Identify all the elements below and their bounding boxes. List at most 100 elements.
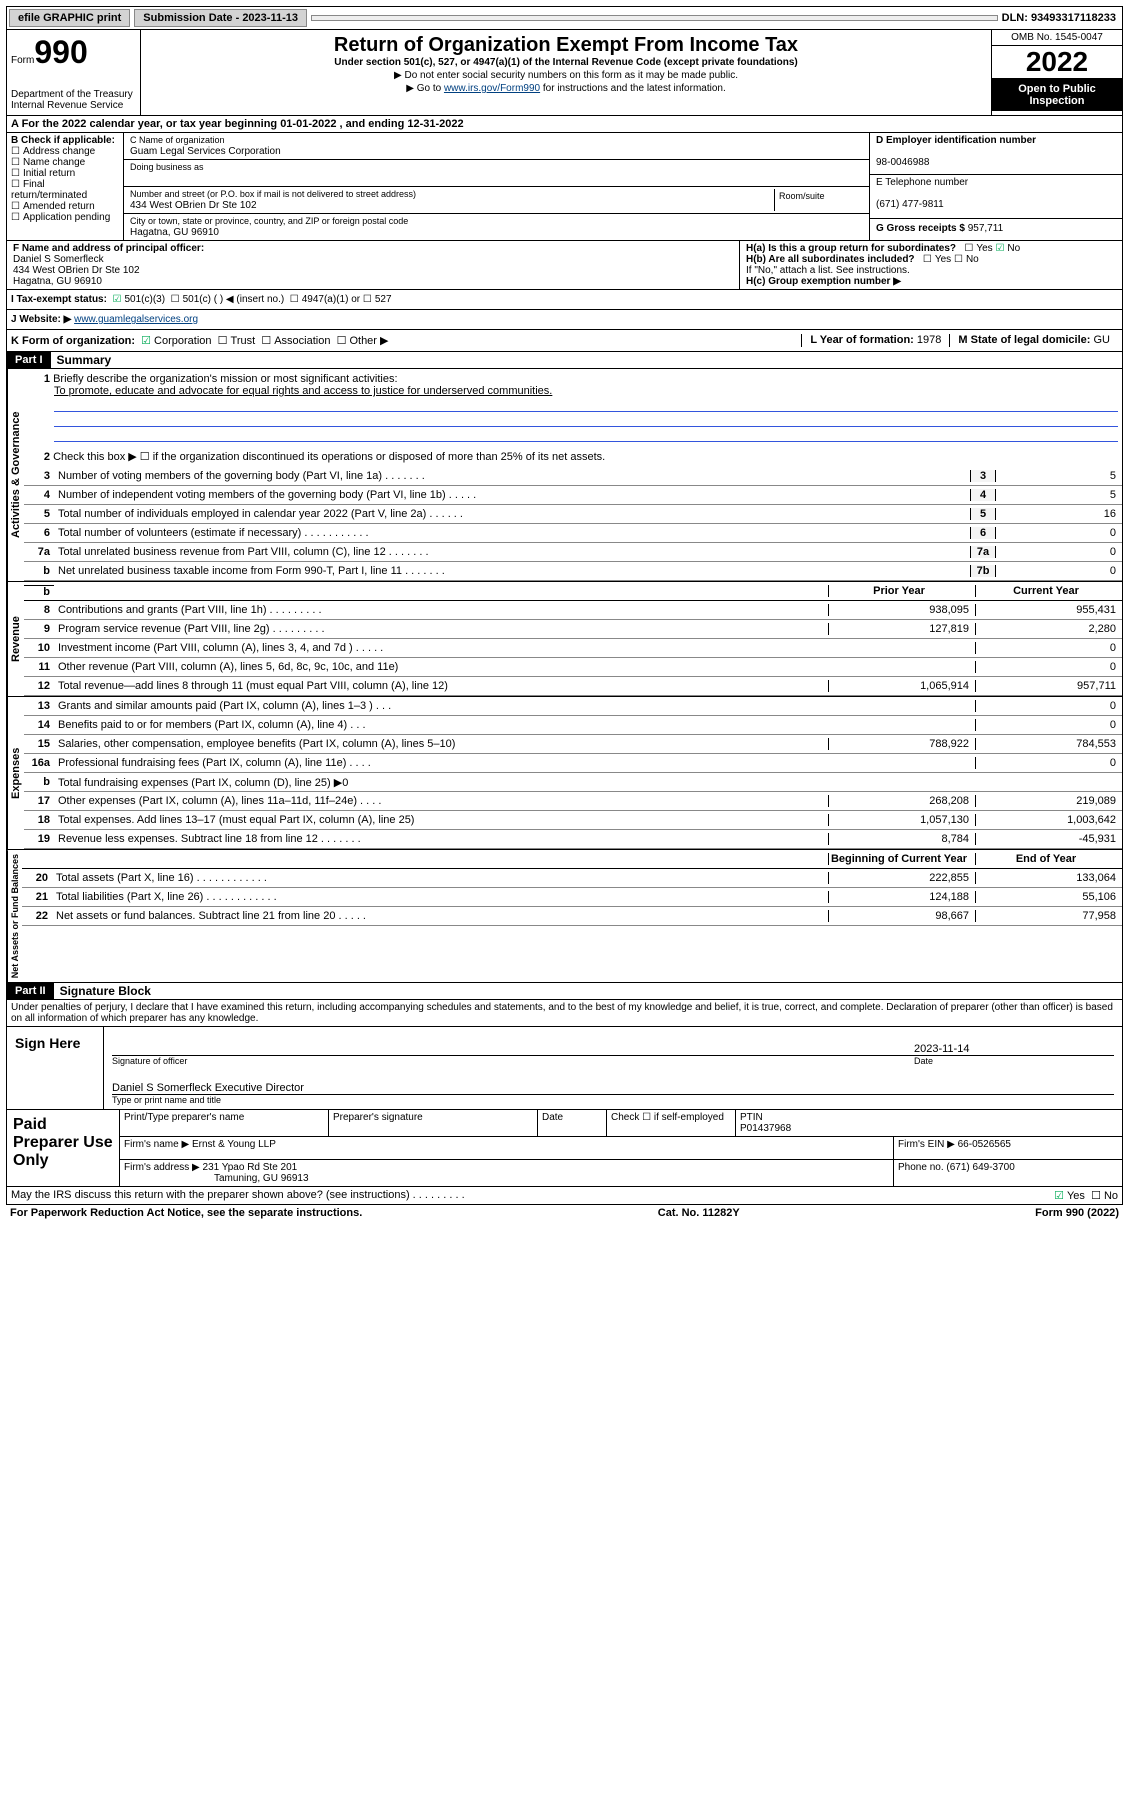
row-a-tax-year: A For the 2022 calendar year, or tax yea… [6,116,1123,133]
net-assets-section: Net Assets or Fund Balances Beginning of… [6,850,1123,983]
expenses-side-label: Expenses [7,697,24,849]
footer: For Paperwork Reduction Act Notice, see … [6,1205,1123,1221]
domicile-value: GU [1094,334,1111,346]
year-formation-label: L Year of formation: [810,334,914,346]
exp-row: 17 Other expenses (Part IX, column (A), … [24,792,1122,811]
rev-row: 12 Total revenue—add lines 8 through 11 … [24,677,1122,696]
tel-label: E Telephone number [876,177,968,188]
exp-row: 18 Total expenses. Add lines 13–17 (must… [24,811,1122,830]
sign-here-label: Sign Here [7,1027,104,1109]
ha-yes[interactable]: Yes [964,243,992,254]
q1-label: Briefly describe the organization's miss… [53,373,397,385]
may-irs-row: May the IRS discuss this return with the… [6,1187,1123,1205]
gov-row: 3 Number of voting members of the govern… [24,467,1122,486]
type-name-label: Type or print name and title [112,1095,1114,1105]
chk-527[interactable]: 527 [363,294,392,305]
gross-value: 957,711 [968,223,1003,234]
gross-label: G Gross receipts $ [876,223,965,234]
open-public-badge: Open to Public Inspection [992,79,1122,111]
part2-title: Signature Block [54,984,151,998]
chk-initial-return[interactable]: Initial return [11,168,75,179]
dba-label: Doing business as [130,162,204,172]
firm-phone: (671) 649-3700 [946,1162,1014,1173]
ha-no[interactable]: No [995,243,1020,254]
col-d-ein: D Employer identification number 98-0046… [869,133,1122,240]
header-left: Form990 Department of the Treasury Inter… [7,30,141,115]
exp-row: 15 Salaries, other compensation, employe… [24,735,1122,754]
chk-501c3[interactable]: 501(c)(3) [113,294,166,305]
firm-city: Tamuning, GU 96913 [124,1173,309,1184]
ptin-value: P01437968 [740,1123,791,1134]
chk-501c[interactable]: 501(c) ( ) ◀ (insert no.) [171,294,285,305]
hb-yes[interactable]: Yes [923,254,951,265]
governance-section: Activities & Governance 1 Briefly descri… [6,369,1123,582]
chk-address-change[interactable]: Address change [11,146,95,157]
ha-label: H(a) Is this a group return for subordin… [746,243,956,254]
paid-preparer-block: Paid Preparer Use Only Print/Type prepar… [6,1110,1123,1187]
officer-name: Daniel S Somerfleck [13,254,104,265]
form-note1: ▶ Do not enter social security numbers o… [145,70,987,81]
dln-label: DLN: 93493317118233 [1002,12,1120,24]
gov-row: b Net unrelated business taxable income … [24,562,1122,581]
col-b-title: B Check if applicable: [11,135,115,146]
chk-trust[interactable]: Trust [218,335,256,347]
net-side-label: Net Assets or Fund Balances [7,850,22,982]
header-right: OMB No. 1545-0047 2022 Open to Public In… [991,30,1122,115]
rev-row: 8 Contributions and grants (Part VIII, l… [24,601,1122,620]
col-c-org-info: C Name of organization Guam Legal Servic… [124,133,869,240]
may-irs-no[interactable]: No [1091,1189,1118,1202]
omb-number: OMB No. 1545-0047 [992,30,1122,46]
expenses-body: 13 Grants and similar amounts paid (Part… [24,697,1122,849]
chk-corporation[interactable]: Corporation [141,335,211,347]
hb-no[interactable]: No [954,254,979,265]
addr-cell: Number and street (or P.O. box if mail i… [124,187,869,214]
chk-4947[interactable]: 4947(a)(1) or [290,294,360,305]
revenue-body: b Prior Year Current Year 8 Contribution… [24,582,1122,696]
top-bar: efile GRAPHIC print Submission Date - 20… [6,6,1123,30]
chk-self-employed[interactable]: Check ☐ if self-employed [607,1110,736,1136]
officer-typed-name: Daniel S Somerfleck Executive Director [112,1082,304,1094]
col-end-year: End of Year [975,853,1122,865]
mission-line [54,412,1118,427]
hc-label: H(c) Group exemption number ▶ [746,276,901,287]
may-irs-text: May the IRS discuss this return with the… [11,1189,1054,1202]
submission-date-button[interactable]: Submission Date - 2023-11-13 [134,9,307,27]
ein-label: D Employer identification number [876,135,1036,146]
ptin-label: PTIN [740,1112,763,1123]
officer-addr1: 434 West OBrien Dr Ste 102 [13,265,140,276]
chk-other[interactable]: Other ▶ [337,335,389,347]
mission-text: To promote, educate and advocate for equ… [54,385,552,397]
chk-final-return[interactable]: Final return/terminated [11,179,87,201]
net-row: 22 Net assets or fund balances. Subtract… [22,907,1122,926]
chk-application-pending[interactable]: Application pending [11,212,110,223]
sig-date: 2023-11-14 [914,1043,1114,1055]
city-cell: City or town, state or province, country… [124,214,869,240]
paperwork-notice: For Paperwork Reduction Act Notice, see … [10,1207,362,1219]
sig-line-1: 2023-11-14 [112,1031,1114,1056]
form990-link[interactable]: www.irs.gov/Form990 [444,83,540,94]
hb-row: H(b) Are all subordinates included? Yes … [746,254,1116,265]
rev-row: 10 Investment income (Part VIII, column … [24,639,1122,658]
prep-date-label: Date [538,1110,607,1136]
dba-cell: Doing business as [124,160,869,187]
chk-amended-return[interactable]: Amended return [11,201,95,212]
mission-line [54,427,1118,442]
col-current-year: Current Year [975,585,1122,597]
street-address: 434 West OBrien Dr Ste 102 [130,200,257,211]
efile-print-button[interactable]: efile GRAPHIC print [9,9,130,27]
hb-label: H(b) Are all subordinates included? [746,254,915,265]
net-row: 20 Total assets (Part X, line 16) . . . … [22,869,1122,888]
revenue-section: Revenue b Prior Year Current Year 8 Cont… [6,582,1123,697]
website-link[interactable]: www.guamlegalservices.org [74,314,198,325]
form-note2: ▶ Go to www.irs.gov/Form990 for instruct… [145,83,987,94]
website-label: J Website: ▶ [11,314,71,325]
exp-row: 13 Grants and similar amounts paid (Part… [24,697,1122,716]
hb-note: If "No," attach a list. See instructions… [746,265,1116,276]
may-irs-yes[interactable]: Yes [1054,1189,1085,1202]
chk-name-change[interactable]: Name change [11,157,85,168]
col-b-checkboxes: B Check if applicable: Address change Na… [7,133,124,240]
revenue-side-label: Revenue [7,582,24,696]
ha-row: H(a) Is this a group return for subordin… [746,243,1116,254]
chk-association[interactable]: Association [261,335,330,347]
net-body: Beginning of Current Year End of Year 20… [22,850,1122,982]
